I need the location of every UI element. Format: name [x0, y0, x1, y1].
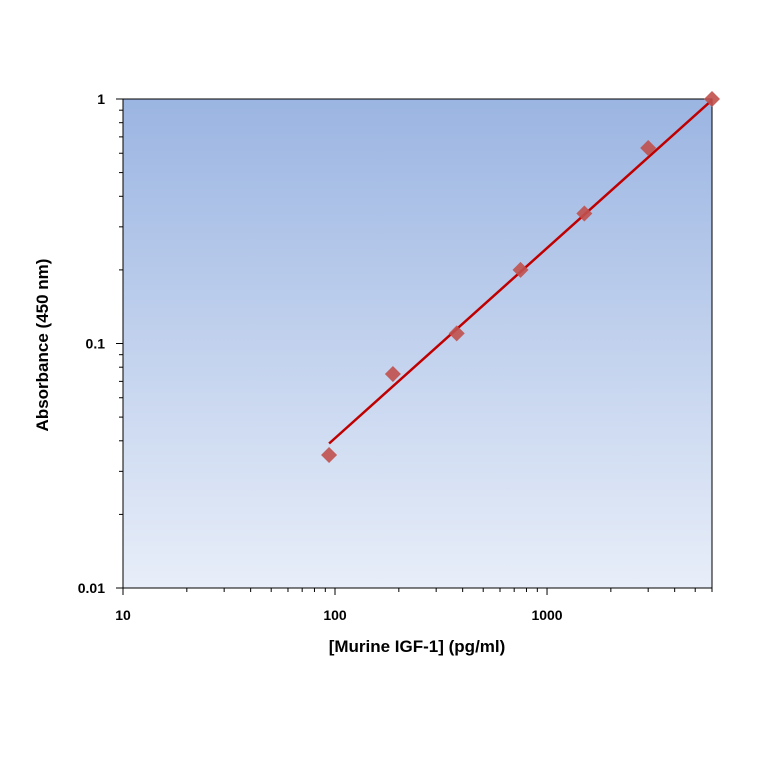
y-tick-label: 0.01 — [78, 580, 105, 596]
x-tick-label: 1000 — [531, 607, 562, 623]
plot-area — [122, 98, 713, 589]
y-tick-label: 1 — [97, 91, 105, 107]
x-axis-label: [Murine IGF-1] (pg/ml) — [329, 637, 506, 656]
data-point — [576, 205, 593, 222]
data-point — [704, 91, 720, 107]
y-tick-label: 0.1 — [86, 336, 106, 352]
x-tick-labels: 10 100 1000 — [115, 607, 563, 623]
data-point — [448, 325, 465, 342]
data-point — [512, 261, 529, 278]
x-tick-label: 100 — [323, 607, 347, 623]
data-points — [321, 91, 720, 463]
y-axis-label: Absorbance (450 nm) — [33, 259, 52, 432]
data-point — [321, 446, 338, 463]
y-axis-ticks — [116, 98, 123, 589]
x-axis-ticks — [122, 588, 713, 595]
y-tick-labels: 0.01 0.1 1 — [78, 91, 105, 596]
data-point — [640, 140, 657, 157]
x-tick-label: 10 — [115, 607, 131, 623]
data-point — [384, 366, 401, 383]
